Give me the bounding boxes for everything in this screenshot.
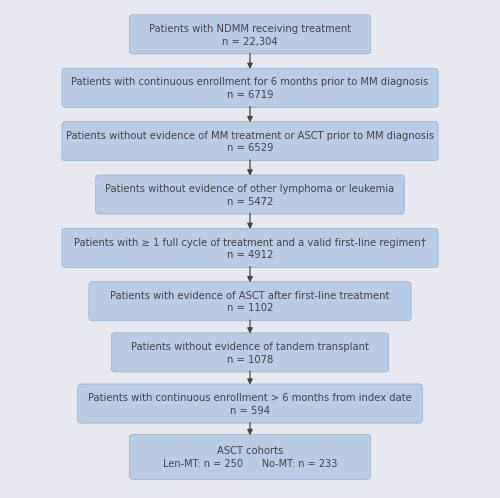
FancyBboxPatch shape [112,333,388,372]
Text: ASCT cohorts: ASCT cohorts [217,446,283,456]
Text: n = 4912: n = 4912 [227,250,273,260]
Text: n = 1102: n = 1102 [227,303,273,313]
Text: Patients with NDMM receiving treatment: Patients with NDMM receiving treatment [149,24,351,34]
Text: n = 1078: n = 1078 [227,355,273,365]
FancyBboxPatch shape [130,434,370,480]
Text: Patients without evidence of tandem transplant: Patients without evidence of tandem tran… [131,342,369,352]
Text: n = 5472: n = 5472 [227,197,273,207]
FancyBboxPatch shape [62,122,438,161]
Text: Len-MT: n = 250      No-MT: n = 233: Len-MT: n = 250 No-MT: n = 233 [163,459,337,469]
Text: Patients with continuous enrollment for 6 months prior to MM diagnosis: Patients with continuous enrollment for … [72,78,428,88]
FancyBboxPatch shape [96,175,405,214]
Text: Patients without evidence of other lymphoma or leukemia: Patients without evidence of other lymph… [106,184,395,194]
FancyBboxPatch shape [89,282,411,321]
Text: Patients without evidence of MM treatment or ASCT prior to MM diagnosis: Patients without evidence of MM treatmen… [66,131,434,141]
FancyBboxPatch shape [62,228,438,267]
FancyBboxPatch shape [78,384,422,423]
Text: Patients with continuous enrollment > 6 months from index date: Patients with continuous enrollment > 6 … [88,393,412,403]
FancyBboxPatch shape [62,68,438,108]
Text: n = 6719: n = 6719 [227,90,273,100]
Text: n = 22,304: n = 22,304 [222,36,278,46]
FancyBboxPatch shape [130,15,370,54]
Text: n = 594: n = 594 [230,406,270,416]
Text: n = 6529: n = 6529 [227,143,273,153]
Text: Patients with evidence of ASCT after first-line treatment: Patients with evidence of ASCT after fir… [110,291,390,301]
Text: Patients with ≥ 1 full cycle of treatment and a valid first-line regimen†: Patients with ≥ 1 full cycle of treatmen… [74,238,426,248]
